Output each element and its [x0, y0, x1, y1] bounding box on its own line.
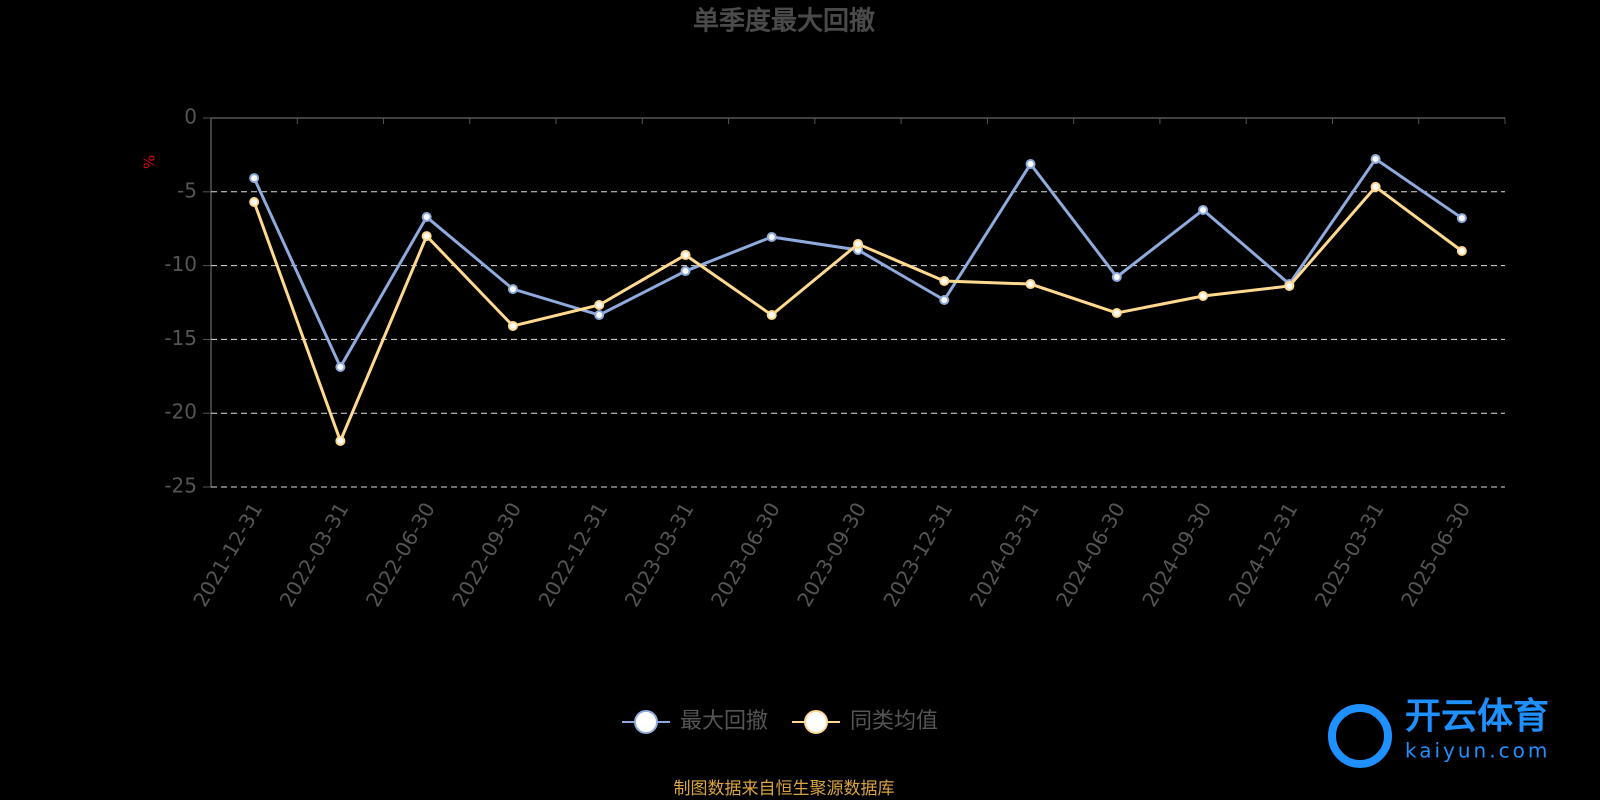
data-point	[1111, 271, 1122, 282]
y-axis-label: %	[141, 155, 159, 169]
data-point	[680, 249, 691, 260]
watermark: 开云体育 kaiyun.com	[1328, 696, 1550, 768]
watermark-text: 开云体育	[1405, 696, 1549, 737]
y-tick-label: 0	[184, 105, 197, 129]
y-tick-label: -15	[164, 326, 197, 350]
y-tick-label: -10	[164, 252, 197, 276]
data-point	[1198, 291, 1209, 302]
y-tick-label: -5	[177, 178, 197, 202]
data-point	[1111, 307, 1122, 318]
data-point	[594, 310, 605, 321]
source-note: 制图数据来自恒生聚源数据库	[674, 779, 895, 799]
data-point	[507, 284, 518, 295]
data-point	[680, 266, 691, 277]
data-point	[939, 275, 950, 286]
data-point	[1456, 213, 1467, 224]
watermark-logo	[1328, 704, 1392, 768]
data-point	[335, 362, 346, 373]
data-point	[594, 300, 605, 311]
data-point	[421, 212, 432, 223]
data-point	[1370, 154, 1381, 165]
y-tick-label: -20	[164, 400, 197, 424]
data-point	[507, 320, 518, 331]
legend-label: 同类均值	[850, 709, 938, 734]
legend-label: 最大回撤	[680, 709, 768, 734]
data-point	[766, 231, 777, 242]
chart-title: 单季度最大回撤	[693, 6, 875, 37]
data-point	[249, 196, 260, 207]
data-point	[249, 173, 260, 184]
data-point	[421, 231, 432, 242]
data-point	[939, 294, 950, 305]
data-point	[1284, 280, 1295, 291]
data-point	[335, 435, 346, 446]
data-point	[1025, 159, 1036, 170]
legend-item: 最大回撤	[622, 709, 768, 734]
data-point	[853, 239, 863, 250]
data-point	[1370, 181, 1381, 192]
data-point	[766, 310, 777, 321]
legend-item: 同类均值	[792, 709, 938, 734]
watermark-subtext: kaiyun.com	[1405, 739, 1550, 763]
data-point	[1456, 245, 1467, 256]
legend-marker	[634, 710, 658, 734]
data-point	[1025, 279, 1036, 290]
legend-marker	[804, 710, 829, 734]
y-tick-label: -25	[164, 474, 197, 498]
data-point	[1198, 204, 1209, 215]
